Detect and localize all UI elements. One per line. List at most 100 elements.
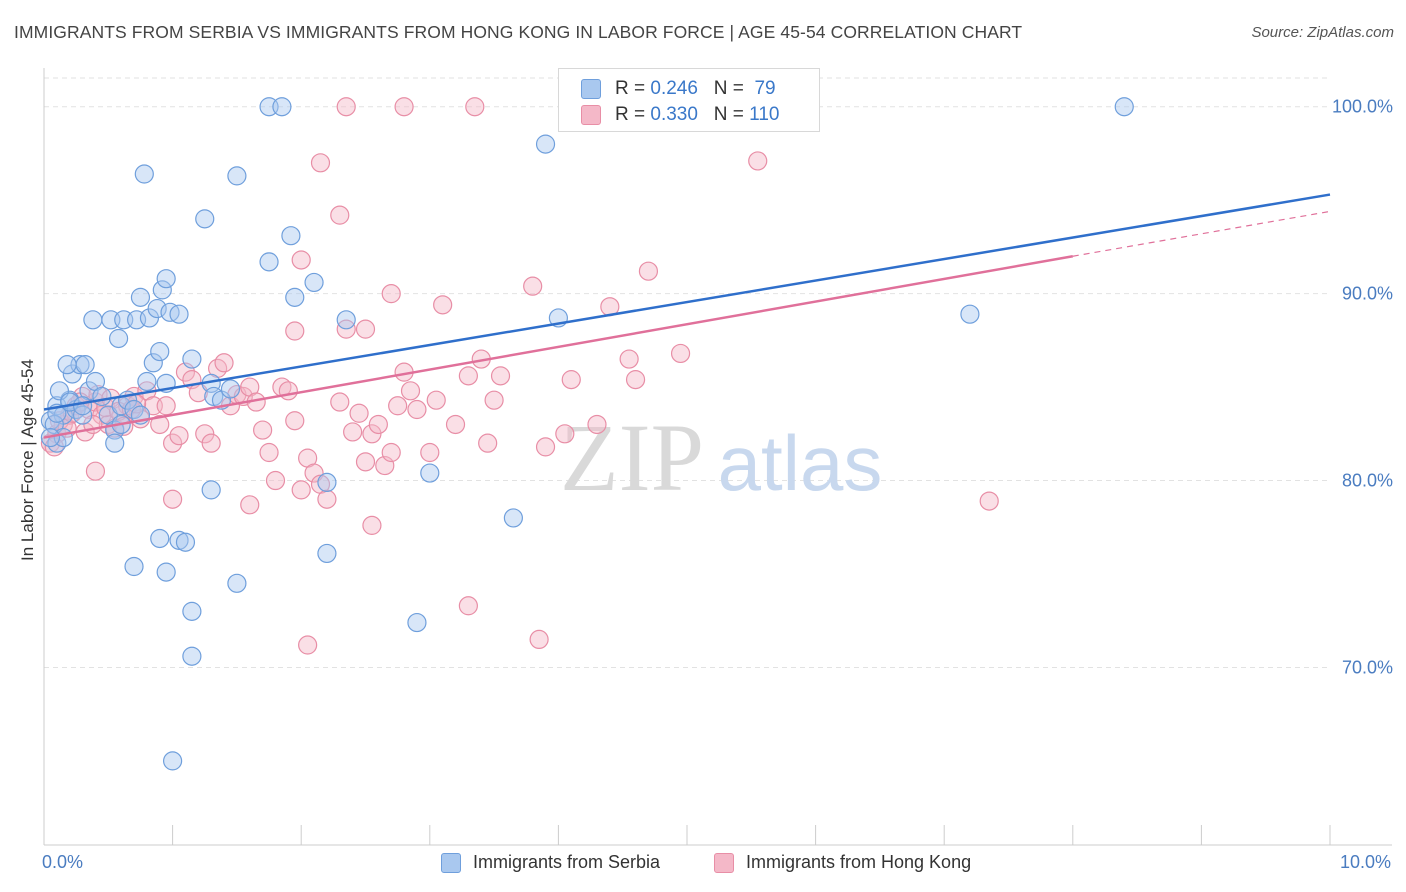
hong-kong-point	[310, 153, 331, 173]
serbia-point	[75, 355, 95, 375]
y-tick-label: 100.0%	[1332, 97, 1393, 117]
hong-kong-point	[555, 424, 575, 444]
hong-kong-point	[362, 424, 382, 444]
hong-kong-point	[523, 276, 543, 296]
correlation-legend: R = 0.246 N = 79 R = 0.330 N = 110	[558, 68, 820, 132]
hong-kong-point	[362, 515, 382, 535]
hong-kong-point	[670, 343, 691, 364]
hong-kong-point	[163, 489, 183, 509]
serbia-point	[259, 252, 279, 272]
x-tick-max: 10.0%	[1340, 852, 1392, 872]
hong-kong-point	[343, 422, 363, 442]
hong-kong-point	[355, 319, 376, 339]
serbia-point	[83, 310, 103, 330]
hong-kong-point	[535, 437, 556, 457]
hong-kong-point	[426, 390, 446, 410]
hong-kong-point	[291, 480, 311, 500]
serbia-point	[134, 164, 154, 184]
serbia-point	[304, 272, 324, 293]
serbia-point	[182, 349, 202, 369]
hong-kong-point	[214, 353, 234, 373]
hong-kong-point	[265, 470, 286, 491]
hong-kong-trend-line	[43, 255, 1074, 439]
serbia-point	[72, 396, 93, 416]
serbia-point	[227, 166, 247, 186]
hong-kong-point	[336, 97, 356, 117]
serbia-point	[227, 573, 247, 593]
serbia-point	[285, 287, 305, 307]
serbia-point	[124, 556, 144, 577]
serbia-point	[535, 134, 556, 154]
serbia-point	[182, 646, 202, 666]
hong-kong-point	[445, 414, 466, 435]
serbia-point	[175, 532, 196, 552]
hong-kong-point	[400, 381, 421, 401]
bottom-legend-label-serbia: Immigrants from Serbia	[473, 852, 661, 872]
hong-kong-point	[163, 433, 183, 453]
axes	[43, 68, 1392, 846]
serbia-point	[130, 287, 151, 307]
hong-kong-point	[330, 392, 350, 412]
serbia-point	[1114, 97, 1134, 117]
bottom-legend-swatch-serbia	[441, 853, 461, 873]
hong-kong-point	[259, 442, 279, 463]
legend-n-hongkong: 110	[749, 104, 780, 125]
serbia-point	[960, 304, 980, 324]
hong-kong-point	[285, 321, 305, 341]
serbia-point	[201, 480, 221, 500]
legend-swatch-serbia	[581, 79, 601, 99]
serbia-point	[147, 298, 167, 319]
hong-kong-point	[407, 399, 427, 420]
hong-kong-point	[240, 495, 260, 515]
hong-kong-point	[381, 284, 401, 304]
legend-row-serbia: R = 0.246 N = 79	[559, 77, 819, 103]
legend-r-label: R =	[615, 78, 646, 99]
serbia-point	[336, 310, 356, 330]
legend-n-label: N =	[713, 78, 744, 99]
hong-kong-point	[381, 442, 401, 463]
legend-n-serbia: 79	[754, 78, 776, 99]
hong-kong-point	[619, 349, 639, 369]
serbia-point	[92, 386, 112, 407]
hong-kong-point	[317, 489, 337, 509]
hong-kong-point	[298, 635, 318, 655]
serbia-point	[108, 328, 129, 349]
hong-kong-point	[458, 596, 478, 616]
source-label: Source: ZipAtlas.com	[1251, 24, 1394, 41]
legend-r-serbia: 0.246	[650, 78, 698, 99]
hong-kong-point	[291, 250, 311, 270]
x-tick-min: 0.0%	[42, 852, 84, 872]
serbia-point	[150, 341, 170, 362]
hong-kong-point	[561, 370, 581, 390]
watermark-atlas: atlas	[718, 419, 883, 507]
serbia-point	[317, 472, 337, 493]
serbia-point	[503, 508, 523, 528]
serbia-point	[137, 371, 157, 392]
hong-kong-point	[150, 414, 170, 435]
serbia-point	[156, 562, 176, 582]
serbia-point	[156, 269, 176, 289]
serbia-point	[105, 433, 125, 453]
y-tick-label: 90.0%	[1342, 284, 1393, 304]
serbia-point	[143, 353, 163, 373]
hong-kong-point	[587, 414, 607, 435]
hong-kong-point	[169, 426, 189, 446]
serbia-point	[57, 355, 77, 375]
hong-kong-point	[278, 381, 298, 401]
hong-kong-trend-extension	[1072, 210, 1331, 257]
hong-kong-point	[420, 442, 440, 463]
legend-r-label: R =	[615, 104, 646, 125]
hong-kong-points	[40, 97, 999, 655]
hong-kong-point	[349, 403, 369, 423]
hong-kong-point	[625, 370, 646, 390]
legend-n-label: N =	[713, 104, 744, 125]
hong-kong-point	[433, 295, 453, 315]
hong-kong-point	[484, 390, 504, 410]
hong-kong-point	[201, 433, 221, 453]
chart-title: IMMIGRANTS FROM SERBIA VS IMMIGRANTS FRO…	[14, 22, 1023, 42]
serbia-point	[407, 612, 427, 633]
serbia-point	[420, 463, 440, 483]
serbia-point	[220, 379, 241, 399]
watermark-zip: ZIP	[560, 404, 704, 511]
